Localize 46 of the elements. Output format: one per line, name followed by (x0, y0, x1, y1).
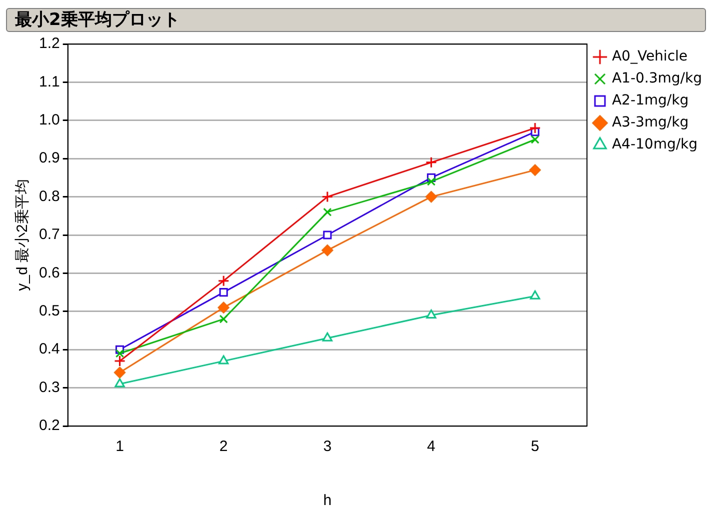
point (322, 191, 334, 203)
x-tick-label: 3 (323, 438, 332, 456)
point (115, 349, 124, 358)
point (218, 355, 229, 364)
y-tick-label: 1.0 (38, 112, 60, 129)
point (323, 208, 332, 216)
point (529, 164, 541, 176)
point (529, 122, 541, 134)
y-tick-label: 0.3 (38, 378, 60, 396)
legend-label: A0_Vehicle (612, 48, 688, 65)
point (218, 275, 230, 287)
y-tick-label: 0.7 (38, 226, 60, 244)
legend-label: A3-3mg/kg (612, 114, 689, 131)
y-tick-label: 0.2 (38, 417, 60, 434)
point (218, 302, 230, 314)
point (114, 366, 126, 378)
chart-title: 最小2乗平均プロット (6, 8, 706, 32)
point (219, 288, 228, 297)
point (530, 135, 540, 144)
x-tick-label: 5 (530, 438, 540, 456)
x-tick-label: 1 (116, 438, 124, 456)
point (426, 309, 436, 318)
point (114, 355, 126, 367)
point (219, 314, 228, 324)
y-tick-label: 0.6 (38, 264, 60, 282)
legend-label: A4-10mg/kg (612, 136, 698, 153)
y-tick-label: 0.8 (38, 188, 60, 205)
point (425, 156, 437, 168)
legend-label: A2-1mg/kg (612, 92, 689, 109)
y-tick-label: 0.9 (38, 150, 60, 167)
point (530, 290, 540, 300)
x-tick-label: 4 (427, 438, 436, 456)
legend-label: A1-0.3mg/kg (612, 70, 702, 87)
x-axis-title: h (323, 492, 332, 510)
y-tick-label: 0.5 (38, 302, 60, 320)
y-tick-label: 1.2 (38, 35, 60, 52)
y-tick-label: 0.4 (38, 340, 60, 358)
point (114, 378, 125, 388)
y-tick-label: 1.1 (38, 73, 60, 90)
point (322, 332, 332, 342)
point (322, 244, 334, 256)
point (323, 230, 332, 240)
y-axis-title: y_d 最小2乗平均 (14, 179, 32, 291)
point (426, 177, 436, 186)
point (425, 191, 437, 203)
x-tick-label: 2 (219, 438, 228, 456)
